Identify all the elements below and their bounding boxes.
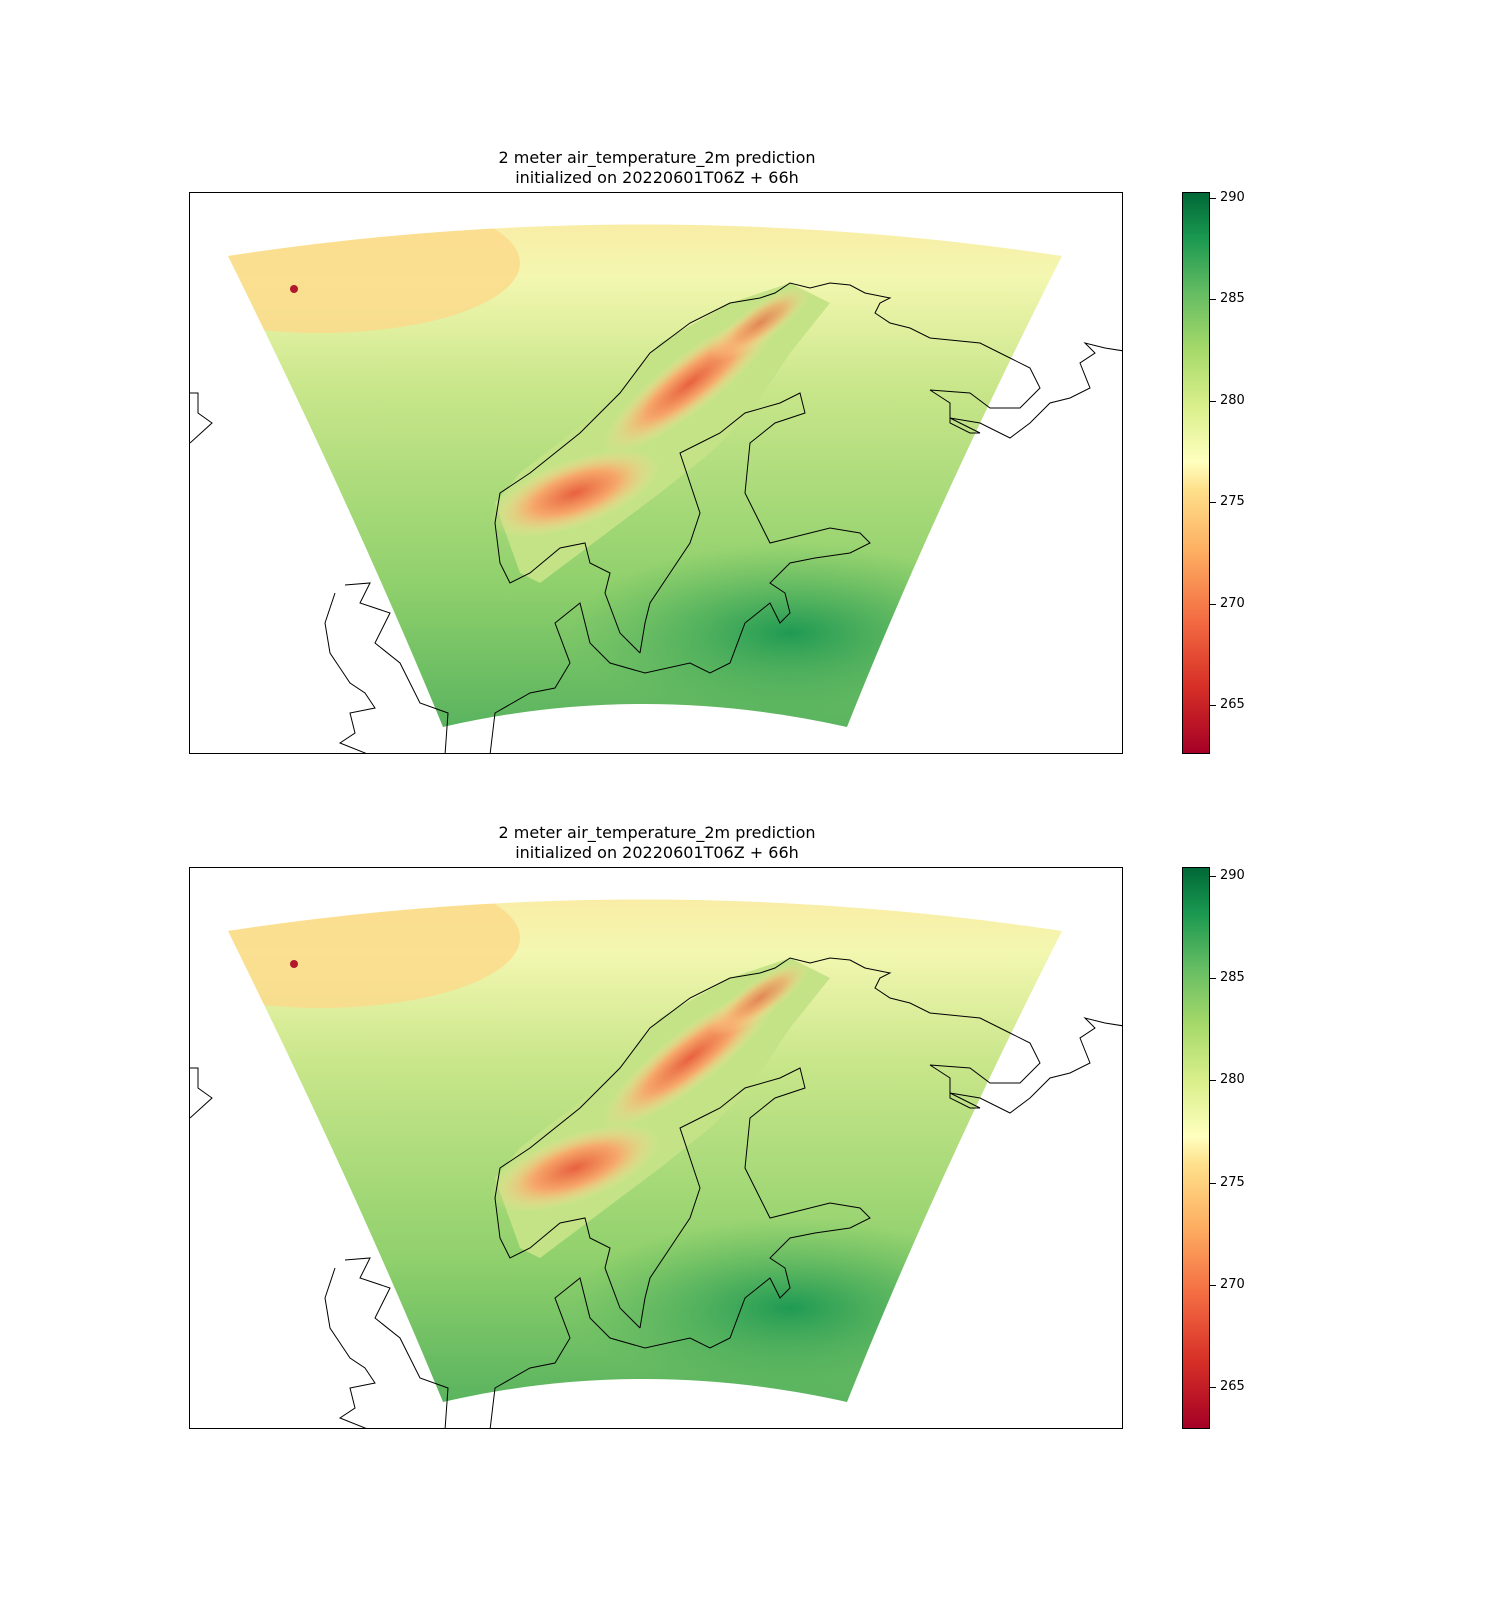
panel-1-colorbar-label-285: 285 (1220, 291, 1245, 306)
panel-1-title: 2 meter air_temperature_2m prediction in… (189, 148, 1125, 188)
panel-2-colorbar (1182, 867, 1210, 1429)
panel-2-map-svg (190, 899, 1122, 1428)
panel-2-colorbar-tick (1210, 1183, 1216, 1184)
panel-1-title-line1: 2 meter air_temperature_2m prediction (498, 148, 816, 167)
panel-1-colorbar-label-280: 280 (1220, 393, 1245, 408)
panel-1-colorbar-label-290: 290 (1220, 190, 1245, 205)
panel-2-colorbar-tick (1210, 1285, 1216, 1286)
panel-2-colorbar-label-290: 290 (1220, 868, 1245, 883)
panel-2-colorbar-tick (1210, 1080, 1216, 1081)
panel-1-coastlines (190, 282, 1122, 753)
panel-2-title-line1: 2 meter air_temperature_2m prediction (498, 823, 816, 842)
panel-1-colorbar-tick (1210, 198, 1216, 199)
panel-1-colorbar-label-270: 270 (1220, 596, 1245, 611)
panel-2-title: 2 meter air_temperature_2m prediction in… (189, 823, 1125, 863)
panel-1-colorbar-label-275: 275 (1220, 494, 1245, 509)
panel-2-temperature-field (228, 899, 1062, 1402)
panel-1-colorbar-tick (1210, 299, 1216, 300)
panel-1-colorbar-tick (1210, 705, 1216, 706)
panel-1-colorbar-tick (1210, 502, 1216, 503)
panel-2-map (189, 867, 1123, 1429)
panel-1-map-svg (190, 224, 1122, 753)
panel-2-colorbar-label-275: 275 (1220, 1175, 1245, 1190)
panel-2-coastlines (190, 957, 1122, 1428)
panel-2-colorbar-label-280: 280 (1220, 1072, 1245, 1087)
panel-2-colorbar-label-265: 265 (1220, 1379, 1245, 1394)
panel-1-temperature-field (228, 224, 1062, 727)
panel-2-title-line2: initialized on 20220601T06Z + 66h (515, 843, 799, 862)
panel-1-colorbar-tick (1210, 604, 1216, 605)
panel-1-title-line2: initialized on 20220601T06Z + 66h (515, 168, 799, 187)
panel-1-map (189, 192, 1123, 754)
panel-1-colorbar (1182, 192, 1210, 754)
panel-2-colorbar-label-285: 285 (1220, 970, 1245, 985)
panel-2-colorbar-tick (1210, 876, 1216, 877)
panel-2-colorbar-label-270: 270 (1220, 1277, 1245, 1292)
panel-2-colorbar-tick (1210, 1387, 1216, 1388)
panel-1-colorbar-tick (1210, 401, 1216, 402)
panel-1-colorbar-label-265: 265 (1220, 697, 1245, 712)
panel-2-colorbar-tick (1210, 978, 1216, 979)
